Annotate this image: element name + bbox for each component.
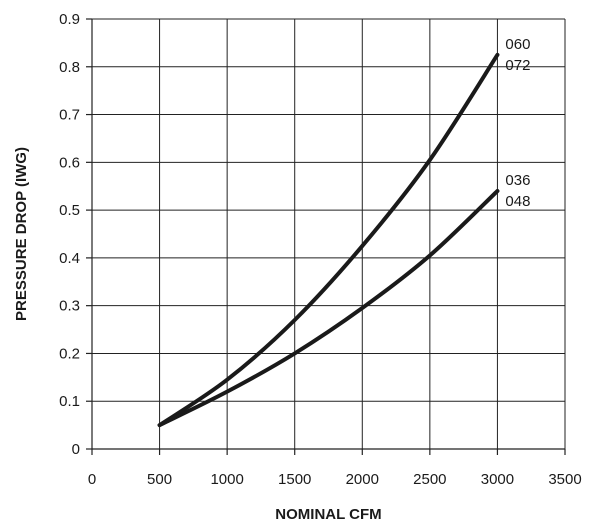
series-label-0: 072	[505, 57, 530, 74]
series-curve-1	[157, 189, 500, 428]
grid	[92, 18, 566, 449]
y-tick-label: 0.9	[59, 11, 80, 28]
x-tick-label: 3000	[481, 471, 514, 488]
tick-labels: 0 500 1000 1500 2000 2500 3000 3500 0 0.1 0.2 0.3 0.…	[59, 11, 582, 488]
y-tick-label: 0.7	[59, 107, 80, 124]
x-tick-label: 500	[147, 471, 172, 488]
series-curves	[157, 52, 500, 428]
x-tick-label: 0	[88, 471, 96, 488]
axes	[86, 18, 566, 455]
series-label-0: 060	[505, 36, 530, 53]
y-tick-label: 0.3	[59, 298, 80, 315]
y-tick-label: 0.8	[59, 59, 80, 76]
x-tick-label: 1000	[210, 471, 243, 488]
x-tick-label: 2500	[413, 471, 446, 488]
y-tick-label: 0.5	[59, 202, 80, 219]
x-tick-label: 2000	[346, 471, 379, 488]
x-axis-title: NOMINAL CFM	[275, 506, 381, 523]
series-label-1: 036	[505, 172, 530, 189]
y-axis-title: PRESSURE DROP (IWG)	[13, 147, 30, 321]
x-tick-label: 3500	[548, 471, 581, 488]
y-tick-label: 0.4	[59, 250, 80, 267]
y-tick-label: 0.1	[59, 393, 80, 410]
y-tick-label: 0.6	[59, 154, 80, 171]
series-label-1: 048	[505, 193, 530, 210]
x-tick-label: 1500	[278, 471, 311, 488]
y-tick-label: 0.2	[59, 345, 80, 362]
series-labels: 060 072 036 048	[505, 36, 530, 210]
y-tick-label: 0	[72, 441, 80, 458]
series-curve-0	[157, 52, 500, 428]
